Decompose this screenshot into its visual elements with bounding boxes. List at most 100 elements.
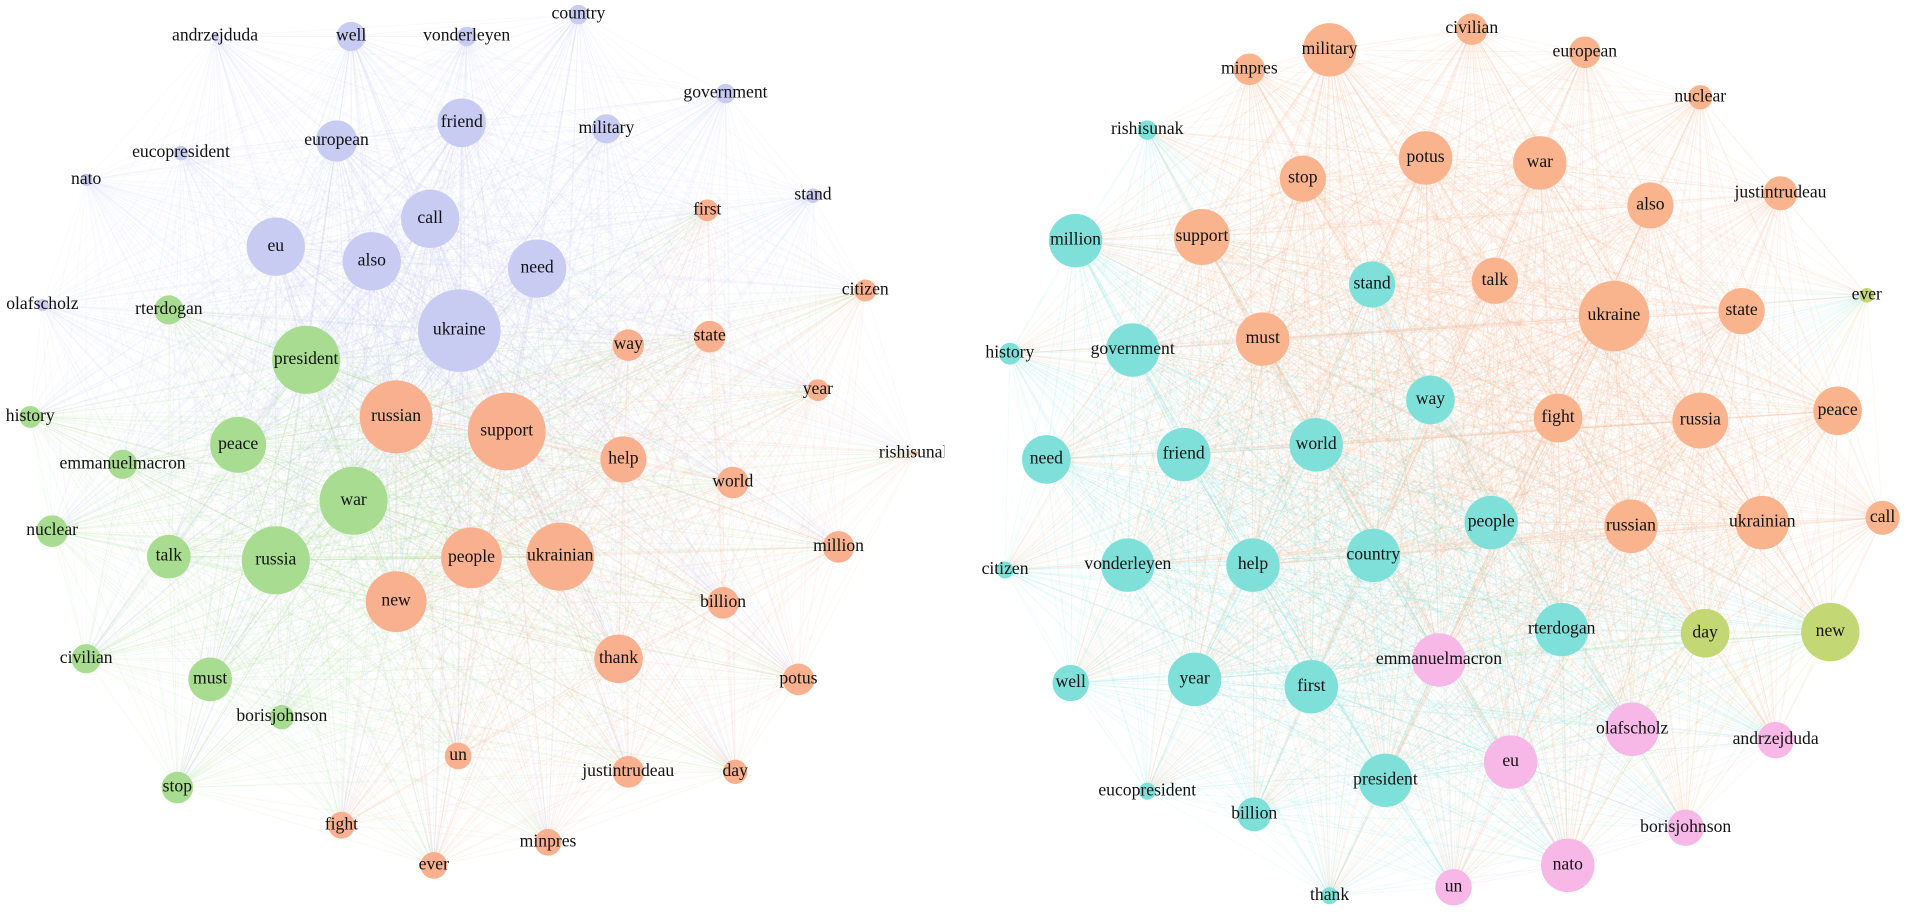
node [1156, 427, 1211, 482]
edge [1329, 399, 1431, 896]
edge [180, 140, 337, 154]
edge [209, 209, 708, 680]
edge [1201, 236, 1831, 633]
edge [1249, 68, 1615, 317]
edge [122, 464, 178, 788]
edge [466, 36, 736, 772]
edge [1649, 205, 1763, 523]
edge [1561, 315, 1615, 630]
node-label: military [579, 117, 635, 137]
node-label: first [693, 198, 721, 218]
edge [606, 128, 916, 454]
edge [209, 218, 431, 680]
edge [1127, 444, 1317, 566]
edge [85, 559, 277, 660]
node-label: citizen [982, 558, 1029, 578]
edge [336, 140, 710, 338]
edge [1127, 69, 1250, 566]
edge [51, 36, 352, 532]
edge [433, 771, 736, 866]
edge [1372, 29, 1473, 556]
edge [237, 122, 463, 446]
edge [577, 14, 724, 603]
edge [30, 416, 839, 548]
edge [1438, 659, 1633, 730]
edge [1302, 178, 1706, 634]
edge [1438, 280, 1496, 661]
edge [341, 824, 434, 866]
edge [1004, 569, 1195, 680]
edge [1453, 52, 1586, 888]
edge [396, 389, 818, 418]
edge [1425, 96, 1701, 159]
edge [86, 389, 819, 660]
edge [1004, 96, 1701, 571]
edge [1262, 192, 1781, 340]
node [715, 83, 736, 104]
edge [1329, 49, 1838, 412]
edge [458, 14, 579, 331]
edge [305, 359, 472, 559]
edge [1146, 522, 1492, 792]
edge [433, 755, 459, 866]
edge [1310, 280, 1496, 687]
edge [466, 36, 819, 391]
edge [281, 716, 736, 773]
edge [1329, 49, 1431, 401]
edge [1127, 96, 1701, 566]
edge [1252, 564, 1706, 634]
edge [85, 179, 277, 561]
node-label: ukraine [433, 319, 486, 339]
edge [275, 93, 726, 248]
edge [433, 602, 724, 866]
edge [29, 416, 435, 866]
edge [725, 93, 814, 196]
node [1541, 838, 1595, 893]
edge [122, 463, 619, 660]
edge [1127, 350, 1134, 566]
node [417, 289, 501, 372]
edge [1438, 631, 1831, 661]
edge [536, 268, 724, 604]
edge [1004, 28, 1473, 571]
node [269, 704, 295, 730]
edge [51, 531, 87, 659]
edge [85, 309, 170, 659]
edge [1539, 162, 1777, 741]
edge [1046, 157, 1426, 460]
edge [275, 559, 629, 773]
edge [1004, 569, 1312, 688]
edge [395, 93, 726, 602]
edge [1045, 129, 1148, 460]
edge [85, 179, 507, 432]
node [400, 189, 460, 248]
node-label: eu [1502, 750, 1519, 770]
edge [1310, 205, 1651, 687]
edge [371, 260, 710, 338]
edge [1685, 739, 1776, 829]
edge [471, 557, 799, 680]
edge [1385, 410, 1838, 781]
edge [1262, 339, 1331, 896]
edge [281, 716, 435, 866]
edge [1262, 338, 1763, 524]
edge [214, 36, 435, 866]
edge [281, 678, 799, 718]
edge [1262, 96, 1701, 340]
edge [1009, 353, 1763, 524]
edge [275, 14, 579, 561]
edge [281, 336, 711, 718]
edge [371, 260, 734, 483]
edge [1146, 454, 1185, 792]
edge [1004, 569, 1454, 888]
edge [42, 304, 307, 361]
edge [1009, 353, 1569, 866]
edge [1385, 779, 1686, 829]
edge [353, 290, 866, 502]
edge [1132, 349, 1632, 527]
edge [734, 290, 866, 772]
edge [52, 416, 397, 532]
edge [471, 557, 629, 773]
edge [1009, 353, 1633, 730]
edge [1490, 522, 1706, 634]
